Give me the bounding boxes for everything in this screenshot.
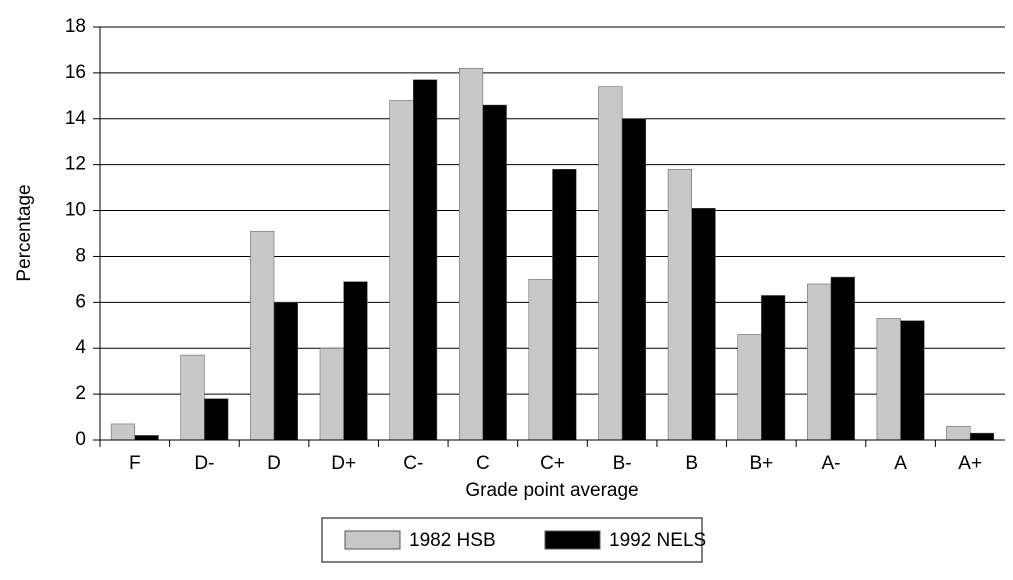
legend-box <box>321 517 703 563</box>
x-tick-label: C+ <box>540 453 565 474</box>
y-tick-label: 12 <box>65 154 86 175</box>
legend-swatch <box>344 530 401 550</box>
x-tick-label: C- <box>403 453 423 474</box>
x-tick-label: F <box>129 453 141 474</box>
y-tick-label: 14 <box>65 108 87 129</box>
y-axis-label: Percentage <box>14 184 35 281</box>
y-tick-label: 16 <box>65 62 86 83</box>
bar <box>691 208 716 441</box>
bar <box>761 295 786 441</box>
y-tick-label: 8 <box>75 245 86 266</box>
y-tick-label: 4 <box>75 337 86 358</box>
bar <box>482 104 507 441</box>
bar <box>621 118 647 441</box>
x-tick-label: D+ <box>331 453 356 474</box>
bar <box>458 68 484 441</box>
bar <box>969 432 995 441</box>
bar <box>343 281 368 441</box>
bar <box>389 100 414 441</box>
x-tick-label: A <box>894 453 907 474</box>
bar <box>273 302 298 441</box>
x-axis-label: Grade point average <box>465 480 638 501</box>
bar <box>319 347 344 441</box>
legend-swatch <box>544 530 601 550</box>
bar <box>250 230 275 441</box>
y-tick-label: 2 <box>75 383 86 404</box>
y-tick-label: 0 <box>75 429 86 450</box>
bar <box>946 425 971 441</box>
bar <box>180 354 205 441</box>
x-tick-label: B+ <box>749 453 773 474</box>
bar <box>598 86 623 441</box>
bar <box>413 79 438 441</box>
y-tick-label: 6 <box>75 291 86 312</box>
x-tick-label: B <box>685 453 698 474</box>
bar <box>876 318 901 441</box>
x-tick-label: A+ <box>958 453 982 474</box>
legend-label: 1982 HSB <box>409 530 496 551</box>
bar <box>552 169 577 441</box>
x-tick-label: B- <box>613 453 632 474</box>
bar <box>667 169 692 441</box>
legend-label: 1992 NELS <box>609 530 706 551</box>
bar <box>110 423 136 441</box>
bar <box>830 276 855 441</box>
bar <box>900 320 925 441</box>
y-tick-label: 10 <box>65 200 86 221</box>
bar <box>737 334 762 441</box>
bar <box>528 279 553 441</box>
y-tick-label: 18 <box>65 16 86 37</box>
x-tick-label: D- <box>194 453 214 474</box>
x-tick-label: A- <box>821 453 840 474</box>
x-tick-label: D <box>267 453 281 474</box>
bar <box>807 283 832 441</box>
bar <box>134 435 159 441</box>
bar <box>204 398 229 441</box>
x-tick-label: C <box>476 453 490 474</box>
